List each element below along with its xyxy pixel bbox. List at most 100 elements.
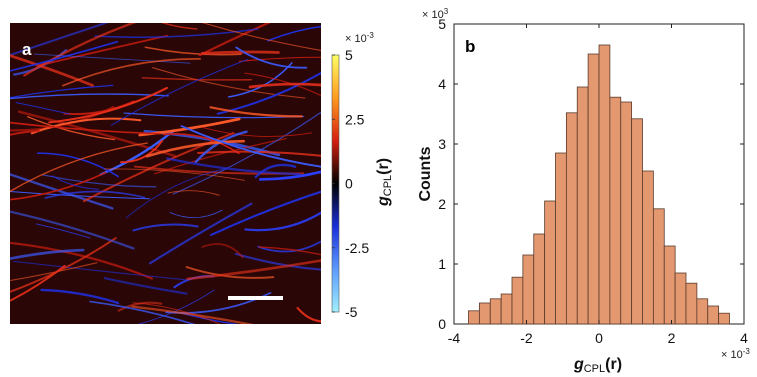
fiber xyxy=(10,262,98,282)
histogram-bar xyxy=(576,86,589,325)
histogram-bar xyxy=(718,312,730,325)
y-axis-label: Counts xyxy=(417,146,434,201)
fiber xyxy=(198,23,271,57)
fiber xyxy=(258,246,321,256)
histogram-bar xyxy=(674,272,687,325)
fiber xyxy=(257,240,321,253)
x-axis-label: gCPL(r) xyxy=(573,356,622,375)
fiber xyxy=(201,243,244,259)
histogram-bar xyxy=(652,208,665,325)
fiber xyxy=(10,121,161,135)
histogram-bar xyxy=(598,44,611,325)
histogram-bar xyxy=(468,310,480,325)
colorbar-tick-label: 2.5 xyxy=(345,111,365,127)
fiber xyxy=(10,241,154,280)
fiber xyxy=(103,168,245,181)
fiber xyxy=(10,173,114,210)
y-multiplier: × 103 xyxy=(422,7,449,21)
histogram-bar xyxy=(500,293,513,325)
histogram-bar xyxy=(620,101,633,325)
fiber xyxy=(200,50,280,55)
fiber xyxy=(10,84,114,99)
fiber xyxy=(197,150,321,157)
fiber xyxy=(152,67,306,99)
panel-b-label: b xyxy=(465,37,475,56)
fiber xyxy=(244,211,321,232)
y-tick-label: 2 xyxy=(438,196,446,212)
fiber xyxy=(209,106,303,118)
fiber xyxy=(44,190,146,199)
fiber xyxy=(10,129,40,136)
x-tick-label: 0 xyxy=(595,330,603,346)
histogram-bar xyxy=(533,233,546,325)
fiber xyxy=(166,157,301,176)
fiber xyxy=(267,25,321,42)
fiber xyxy=(27,116,116,141)
fiber xyxy=(185,266,275,279)
fiber xyxy=(15,102,71,115)
histogram-bar xyxy=(555,152,567,325)
y-tick-label: 4 xyxy=(438,76,446,92)
colorbar-multiplier: × 10-3 xyxy=(345,31,374,45)
fiber xyxy=(254,163,297,179)
fiber xyxy=(120,139,163,164)
fiber xyxy=(23,23,137,77)
histogram-bars xyxy=(468,44,730,325)
fiber xyxy=(12,260,187,281)
scale-bar xyxy=(228,296,283,300)
fiber xyxy=(172,111,321,195)
fiber xyxy=(38,34,169,67)
x-tick-label: -2 xyxy=(520,330,533,346)
fiber xyxy=(51,175,99,190)
histogram-bar xyxy=(642,170,654,325)
fiber xyxy=(62,58,202,87)
y-tick-label: 5 xyxy=(438,16,446,32)
histogram-bar xyxy=(609,96,622,325)
fiber xyxy=(10,248,85,260)
fiber xyxy=(34,53,191,64)
fiber xyxy=(94,28,259,38)
fiber xyxy=(234,252,321,271)
fiber xyxy=(248,82,321,89)
y-axis-ticks: 0 1 2 3 4 5 xyxy=(438,16,744,332)
fiber xyxy=(296,306,321,323)
fiber xyxy=(10,142,148,193)
fiber xyxy=(35,223,91,239)
histogram-bar xyxy=(478,302,491,325)
fiber xyxy=(10,54,94,87)
fiber xyxy=(10,93,169,100)
fiber xyxy=(131,305,255,324)
fiber xyxy=(141,77,253,81)
fiber xyxy=(145,139,245,158)
panel-a: a 5 2.5 0 -2.5 -5 × 10-3 gCPL(r) xyxy=(10,23,394,324)
histogram-bar xyxy=(522,254,535,325)
fiber xyxy=(160,23,198,30)
fiber xyxy=(17,110,176,158)
fiber xyxy=(235,46,308,69)
fiber xyxy=(48,86,168,124)
x-tick-label: -4 xyxy=(448,330,461,346)
fiber xyxy=(125,167,228,219)
y-tick-label: 0 xyxy=(438,316,446,332)
fiber xyxy=(132,302,221,324)
histogram-bar xyxy=(565,112,578,325)
fiber xyxy=(180,125,321,168)
fiber xyxy=(10,171,107,201)
panel-b: -4 -2 0 2 4 0 1 2 3 4 5 b × 103 × 10-3 Counts gCP… xyxy=(417,7,750,375)
colorbar-tick-label: 5 xyxy=(345,47,353,63)
x-tick-label: 2 xyxy=(668,330,676,346)
fiber xyxy=(238,56,321,62)
histogram-bar xyxy=(685,282,698,325)
histogram-bar xyxy=(696,298,709,325)
fiber xyxy=(148,202,253,265)
fiber xyxy=(154,137,287,175)
y-tick-label: 3 xyxy=(438,136,446,152)
histogram-bar xyxy=(587,53,600,325)
fiber xyxy=(169,209,223,218)
fiber xyxy=(40,288,120,305)
colorbar-tick-label: -5 xyxy=(345,304,358,320)
y-tick-label: 1 xyxy=(438,256,446,272)
colorbar-label: gCPL(r) xyxy=(375,158,394,207)
histogram-bar xyxy=(489,298,502,325)
x-axis-ticks: -4 -2 0 2 4 xyxy=(448,24,748,346)
